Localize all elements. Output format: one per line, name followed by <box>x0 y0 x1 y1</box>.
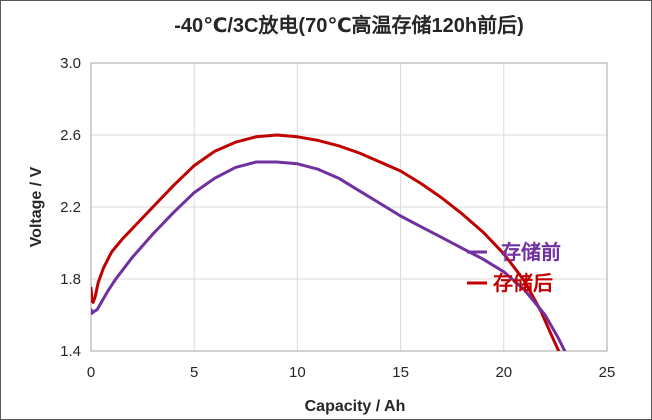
x-tick-label: 10 <box>289 364 306 381</box>
legend-label-before: 存储前 <box>501 240 561 264</box>
series-line-after <box>91 133 561 351</box>
x-axis-label: Capacity / Ah <box>305 398 406 415</box>
grid-lines <box>90 62 608 352</box>
series-lines <box>91 133 567 351</box>
x-tick-label: 0 <box>87 364 95 381</box>
series-line-before <box>91 160 567 351</box>
chart-title: -40℃/3C放电(70℃高温存储120h前后) <box>174 13 524 37</box>
x-tick-label: 20 <box>495 364 512 381</box>
y-tick-label: 2.6 <box>60 127 81 144</box>
y-tick-label: 2.2 <box>60 199 81 216</box>
plot-area-border <box>90 62 608 352</box>
y-tick-label: 1.8 <box>60 271 81 288</box>
x-tick-label: 15 <box>392 364 409 381</box>
y-tick-label: 1.4 <box>60 343 81 360</box>
legend-label-after: 存储后 <box>493 271 553 295</box>
y-axis-label: Voltage / V <box>28 166 45 247</box>
y-tick-label: 3.0 <box>60 55 81 72</box>
x-tick-label: 25 <box>599 364 616 381</box>
tick-labels: 0 5 10 15 20 25 1.4 1.8 2.2 2.6 3.0 <box>60 55 615 381</box>
x-tick-label: 5 <box>190 364 198 381</box>
legend: 存储前 存储后 <box>467 240 561 295</box>
